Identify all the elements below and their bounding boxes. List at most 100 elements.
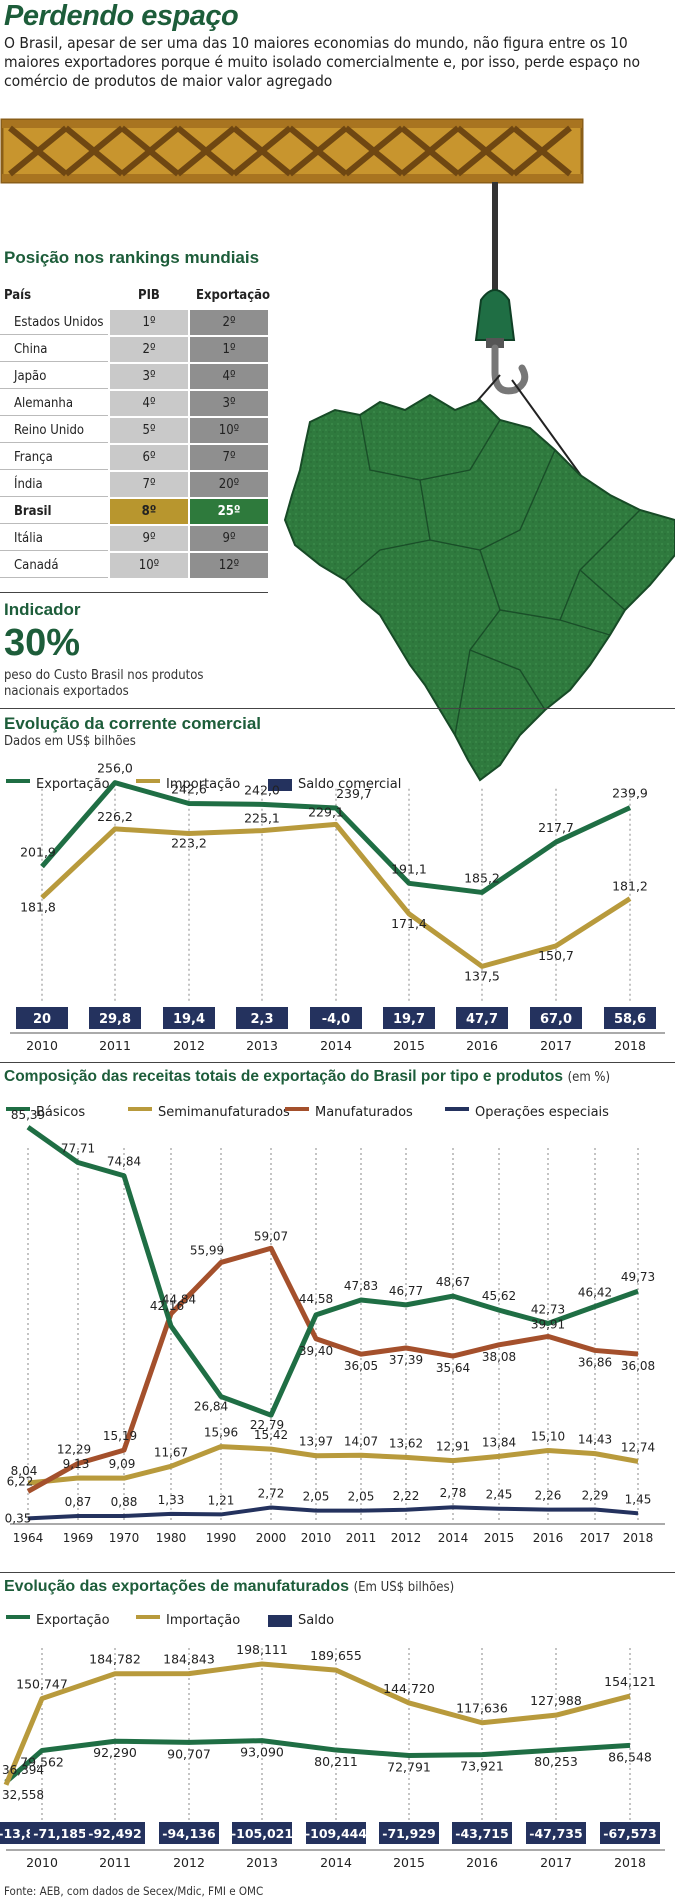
ranking-header-country: País — [4, 288, 32, 303]
data-label: 15,19 — [103, 1429, 137, 1443]
series-line — [40, 780, 632, 895]
data-label: 2,05 — [303, 1490, 330, 1504]
x-tick-label: 1969 — [63, 1531, 94, 1545]
data-label: 226,2 — [97, 809, 133, 824]
ranking-row: Canadá 10º 12º — [0, 553, 270, 578]
x-tick-label: 2013 — [246, 1038, 278, 1053]
data-label: 1,33 — [158, 1493, 185, 1507]
saldo-label: 2,3 — [250, 1012, 273, 1027]
legend-label: Saldo — [298, 1613, 334, 1628]
data-label: 201,9 — [20, 845, 56, 860]
ranking-export: 12º — [190, 553, 268, 578]
legend-swatch — [268, 1615, 292, 1627]
ranking-row: Itália 9º 9º — [0, 526, 270, 551]
data-label: 72,791 — [387, 1759, 431, 1774]
ranking-pib: 6º — [110, 445, 188, 470]
x-tick-label: 2017 — [540, 1855, 572, 1870]
legend-swatch — [6, 1615, 30, 1619]
chart1-subtitle: Dados em US$ bilhões — [4, 734, 136, 749]
data-label: 154,121 — [604, 1674, 656, 1689]
saldo-box — [159, 1822, 219, 1844]
data-label: 36,08 — [621, 1359, 655, 1373]
data-label: 36,394 — [2, 1763, 44, 1777]
data-label: 1,21 — [208, 1493, 235, 1507]
x-tick-label: 2013 — [246, 1855, 278, 1870]
legend-label: Importação — [166, 777, 240, 792]
x-tick-label: 2018 — [623, 1531, 654, 1545]
x-tick-label: 2010 — [26, 1855, 58, 1870]
data-label: 93,090 — [240, 1745, 284, 1760]
ranking-export: 25º — [190, 499, 268, 524]
ranking-pib: 10º — [110, 553, 188, 578]
x-tick-label: 2016 — [466, 1038, 498, 1053]
data-label: 15,42 — [254, 1428, 288, 1442]
ranking-pib: 7º — [110, 472, 188, 497]
ranking-country: Estados Unidos — [0, 310, 108, 335]
series-line — [26, 1125, 639, 1418]
x-tick-label: 2011 — [99, 1855, 131, 1870]
x-tick-label: 2015 — [393, 1855, 425, 1870]
saldo-box — [30, 1822, 90, 1844]
saldo-label: -109,444 — [305, 1826, 367, 1841]
data-label: 2,72 — [258, 1486, 285, 1500]
ranking-export: 1º — [190, 337, 268, 362]
saldo-label: 47,7 — [466, 1012, 498, 1027]
saldo-box — [163, 1007, 215, 1029]
data-label: 47,83 — [344, 1279, 378, 1293]
chart2-header: Composição das receitas totais de export… — [4, 1066, 610, 1086]
ranking-export: 20º — [190, 472, 268, 497]
ranking-row: Índia 7º 20º — [0, 472, 270, 497]
legend-swatch — [136, 779, 160, 783]
saldo-box — [306, 1822, 366, 1844]
x-tick-label: 2011 — [346, 1531, 377, 1545]
ranking-country: Itália — [0, 526, 108, 551]
indicator-text-2: nacionais exportados — [4, 684, 129, 699]
saldo-box — [604, 1007, 656, 1029]
source-note: Fonte: AEB, com dados de Secex/Mdic, FMI… — [4, 1884, 264, 1898]
data-label: 2,78 — [440, 1486, 467, 1500]
saldo-box — [85, 1822, 145, 1844]
data-label: 14,07 — [344, 1434, 378, 1448]
legend-label: Manufaturados — [315, 1105, 413, 1120]
chart3-title: Evolução das exportações de manufaturado… — [4, 1578, 349, 1595]
x-tick-label: 1970 — [109, 1531, 140, 1545]
saldo-box — [310, 1007, 362, 1029]
data-label: 85,39 — [11, 1108, 45, 1122]
data-label: 150,7 — [538, 948, 574, 963]
saldo-label: -43,715 — [455, 1826, 508, 1841]
saldo-box — [526, 1822, 586, 1844]
x-tick-label: 2014 — [320, 1855, 352, 1870]
ranking-country: Japão — [0, 364, 108, 389]
ranking-row: Brasil 8º 25º — [0, 499, 270, 524]
x-tick-label: 1964 — [13, 1531, 44, 1545]
legend-swatch — [128, 1107, 152, 1111]
ranking-pib: 9º — [110, 526, 188, 551]
x-tick-label: 2014 — [438, 1531, 469, 1545]
data-label: 44,84 — [162, 1293, 196, 1307]
data-label: 239,7 — [336, 786, 372, 801]
data-label: 77,71 — [61, 1142, 95, 1156]
ranking-country: Brasil — [0, 499, 108, 524]
x-tick-label: 2016 — [466, 1855, 498, 1870]
data-label: 181,2 — [612, 879, 648, 894]
data-label: 1,45 — [625, 1492, 652, 1506]
data-label: 229,1 — [308, 804, 344, 819]
data-label: 92,290 — [93, 1745, 137, 1760]
data-label: 2,26 — [535, 1489, 562, 1503]
data-label: 44,58 — [299, 1292, 333, 1306]
data-label: 0,87 — [65, 1495, 92, 1509]
ranking-row: Alemanha 4º 3º — [0, 391, 270, 416]
chart1-title: Evolução da corrente comercial — [4, 714, 261, 733]
data-label: 13,97 — [299, 1435, 333, 1449]
data-label: 45,62 — [482, 1289, 516, 1303]
saldo-label: -94,136 — [162, 1826, 216, 1841]
legend-label: Importação — [166, 1613, 240, 1628]
data-label: 79,562 — [20, 1755, 64, 1770]
data-label: 256,0 — [97, 761, 133, 776]
data-label: 8,04 — [11, 1464, 38, 1478]
data-label: 13,62 — [389, 1436, 423, 1450]
x-tick-label: 2012 — [173, 1038, 205, 1053]
data-label: 137,5 — [464, 968, 500, 983]
data-label: 90,707 — [167, 1746, 211, 1761]
data-label: 184,782 — [89, 1652, 141, 1667]
